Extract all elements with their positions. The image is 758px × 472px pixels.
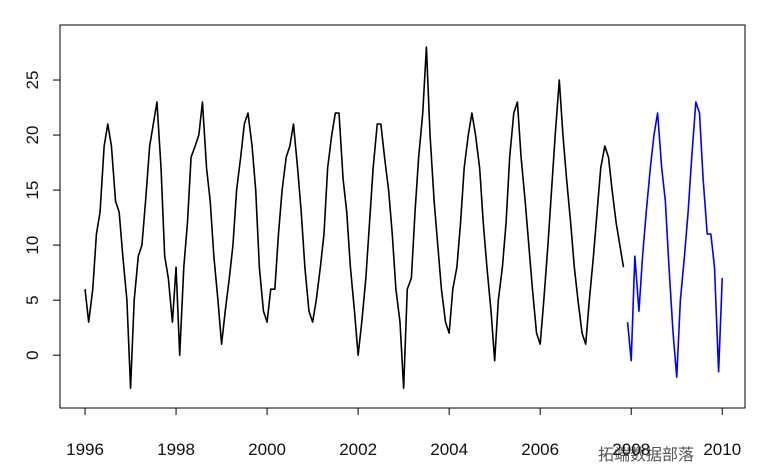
y-tick-label: 0 [23,350,42,359]
x-tick-label: 2002 [339,440,377,459]
x-tick-label: 2008 [612,440,650,459]
x-tick-label: 2000 [248,440,286,459]
y-tick-label: 10 [23,236,42,255]
watermark: 拓端数据部落 [598,446,694,464]
x-tick-label: 2006 [521,440,559,459]
y-tick-label: 25 [23,71,42,90]
y-tick-label: 20 [23,126,42,145]
series-line [626,101,724,378]
y-tick-label: 5 [23,295,42,304]
y-tick-label: 15 [23,181,42,200]
series-line [84,46,625,389]
x-tick-label: 2004 [430,440,468,459]
x-tick-label: 1998 [157,440,195,459]
x-tick-label: 1996 [66,440,104,459]
x-tick-label: 2010 [703,440,741,459]
